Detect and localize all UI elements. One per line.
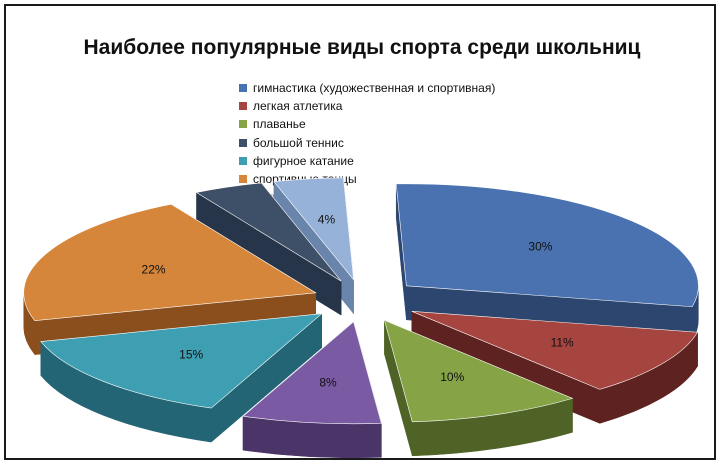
data-label: 8% bbox=[319, 375, 337, 389]
slice-figure-skating bbox=[40, 313, 323, 443]
slice-top bbox=[383, 319, 574, 423]
legend-item: фигурное катание bbox=[239, 152, 559, 170]
slice-top bbox=[195, 182, 342, 282]
pie-chart: 30% 11% 10% 8% 15% 22% 4% bbox=[23, 177, 699, 459]
legend-swatch bbox=[239, 102, 247, 111]
legend-item: большой теннис bbox=[239, 134, 559, 152]
legend-item: плаванье bbox=[239, 115, 559, 133]
legend-item: гимнастика (художественная и спортивная) bbox=[239, 79, 559, 97]
legend-swatch bbox=[239, 175, 247, 184]
slice-swimming bbox=[383, 319, 574, 457]
slice-purple bbox=[242, 321, 382, 459]
data-label: 10% bbox=[440, 370, 464, 384]
data-label: 11% bbox=[551, 336, 574, 350]
slice-top bbox=[23, 203, 317, 321]
slice-top bbox=[411, 311, 699, 390]
data-label: 22% bbox=[142, 263, 166, 277]
legend-swatch bbox=[239, 156, 247, 165]
data-label: 4% bbox=[318, 212, 336, 226]
legend-swatch bbox=[239, 84, 247, 93]
slice-top bbox=[242, 321, 382, 425]
legend-label: гимнастика (художественная и спортивная) bbox=[253, 81, 496, 96]
slice-top bbox=[395, 183, 699, 308]
slice-top bbox=[273, 177, 355, 281]
chart-title: Наиболее популярные виды спорта среди шк… bbox=[83, 36, 641, 59]
legend-item: легкая атлетика bbox=[239, 97, 559, 115]
slice-tennis bbox=[195, 182, 342, 316]
legend-label: плаванье bbox=[253, 117, 306, 132]
data-label: 30% bbox=[528, 239, 552, 253]
slice-top bbox=[40, 313, 323, 409]
legend-label: фигурное катание bbox=[253, 153, 354, 168]
legend-label: большой теннис bbox=[253, 135, 344, 150]
legend-swatch bbox=[239, 138, 247, 147]
chart-frame: Наиболее популярные виды спорта среди шк… bbox=[4, 4, 716, 460]
legend-label: легкая атлетика bbox=[253, 99, 343, 114]
legend-swatch bbox=[239, 120, 247, 129]
data-label: 15% bbox=[179, 347, 203, 361]
